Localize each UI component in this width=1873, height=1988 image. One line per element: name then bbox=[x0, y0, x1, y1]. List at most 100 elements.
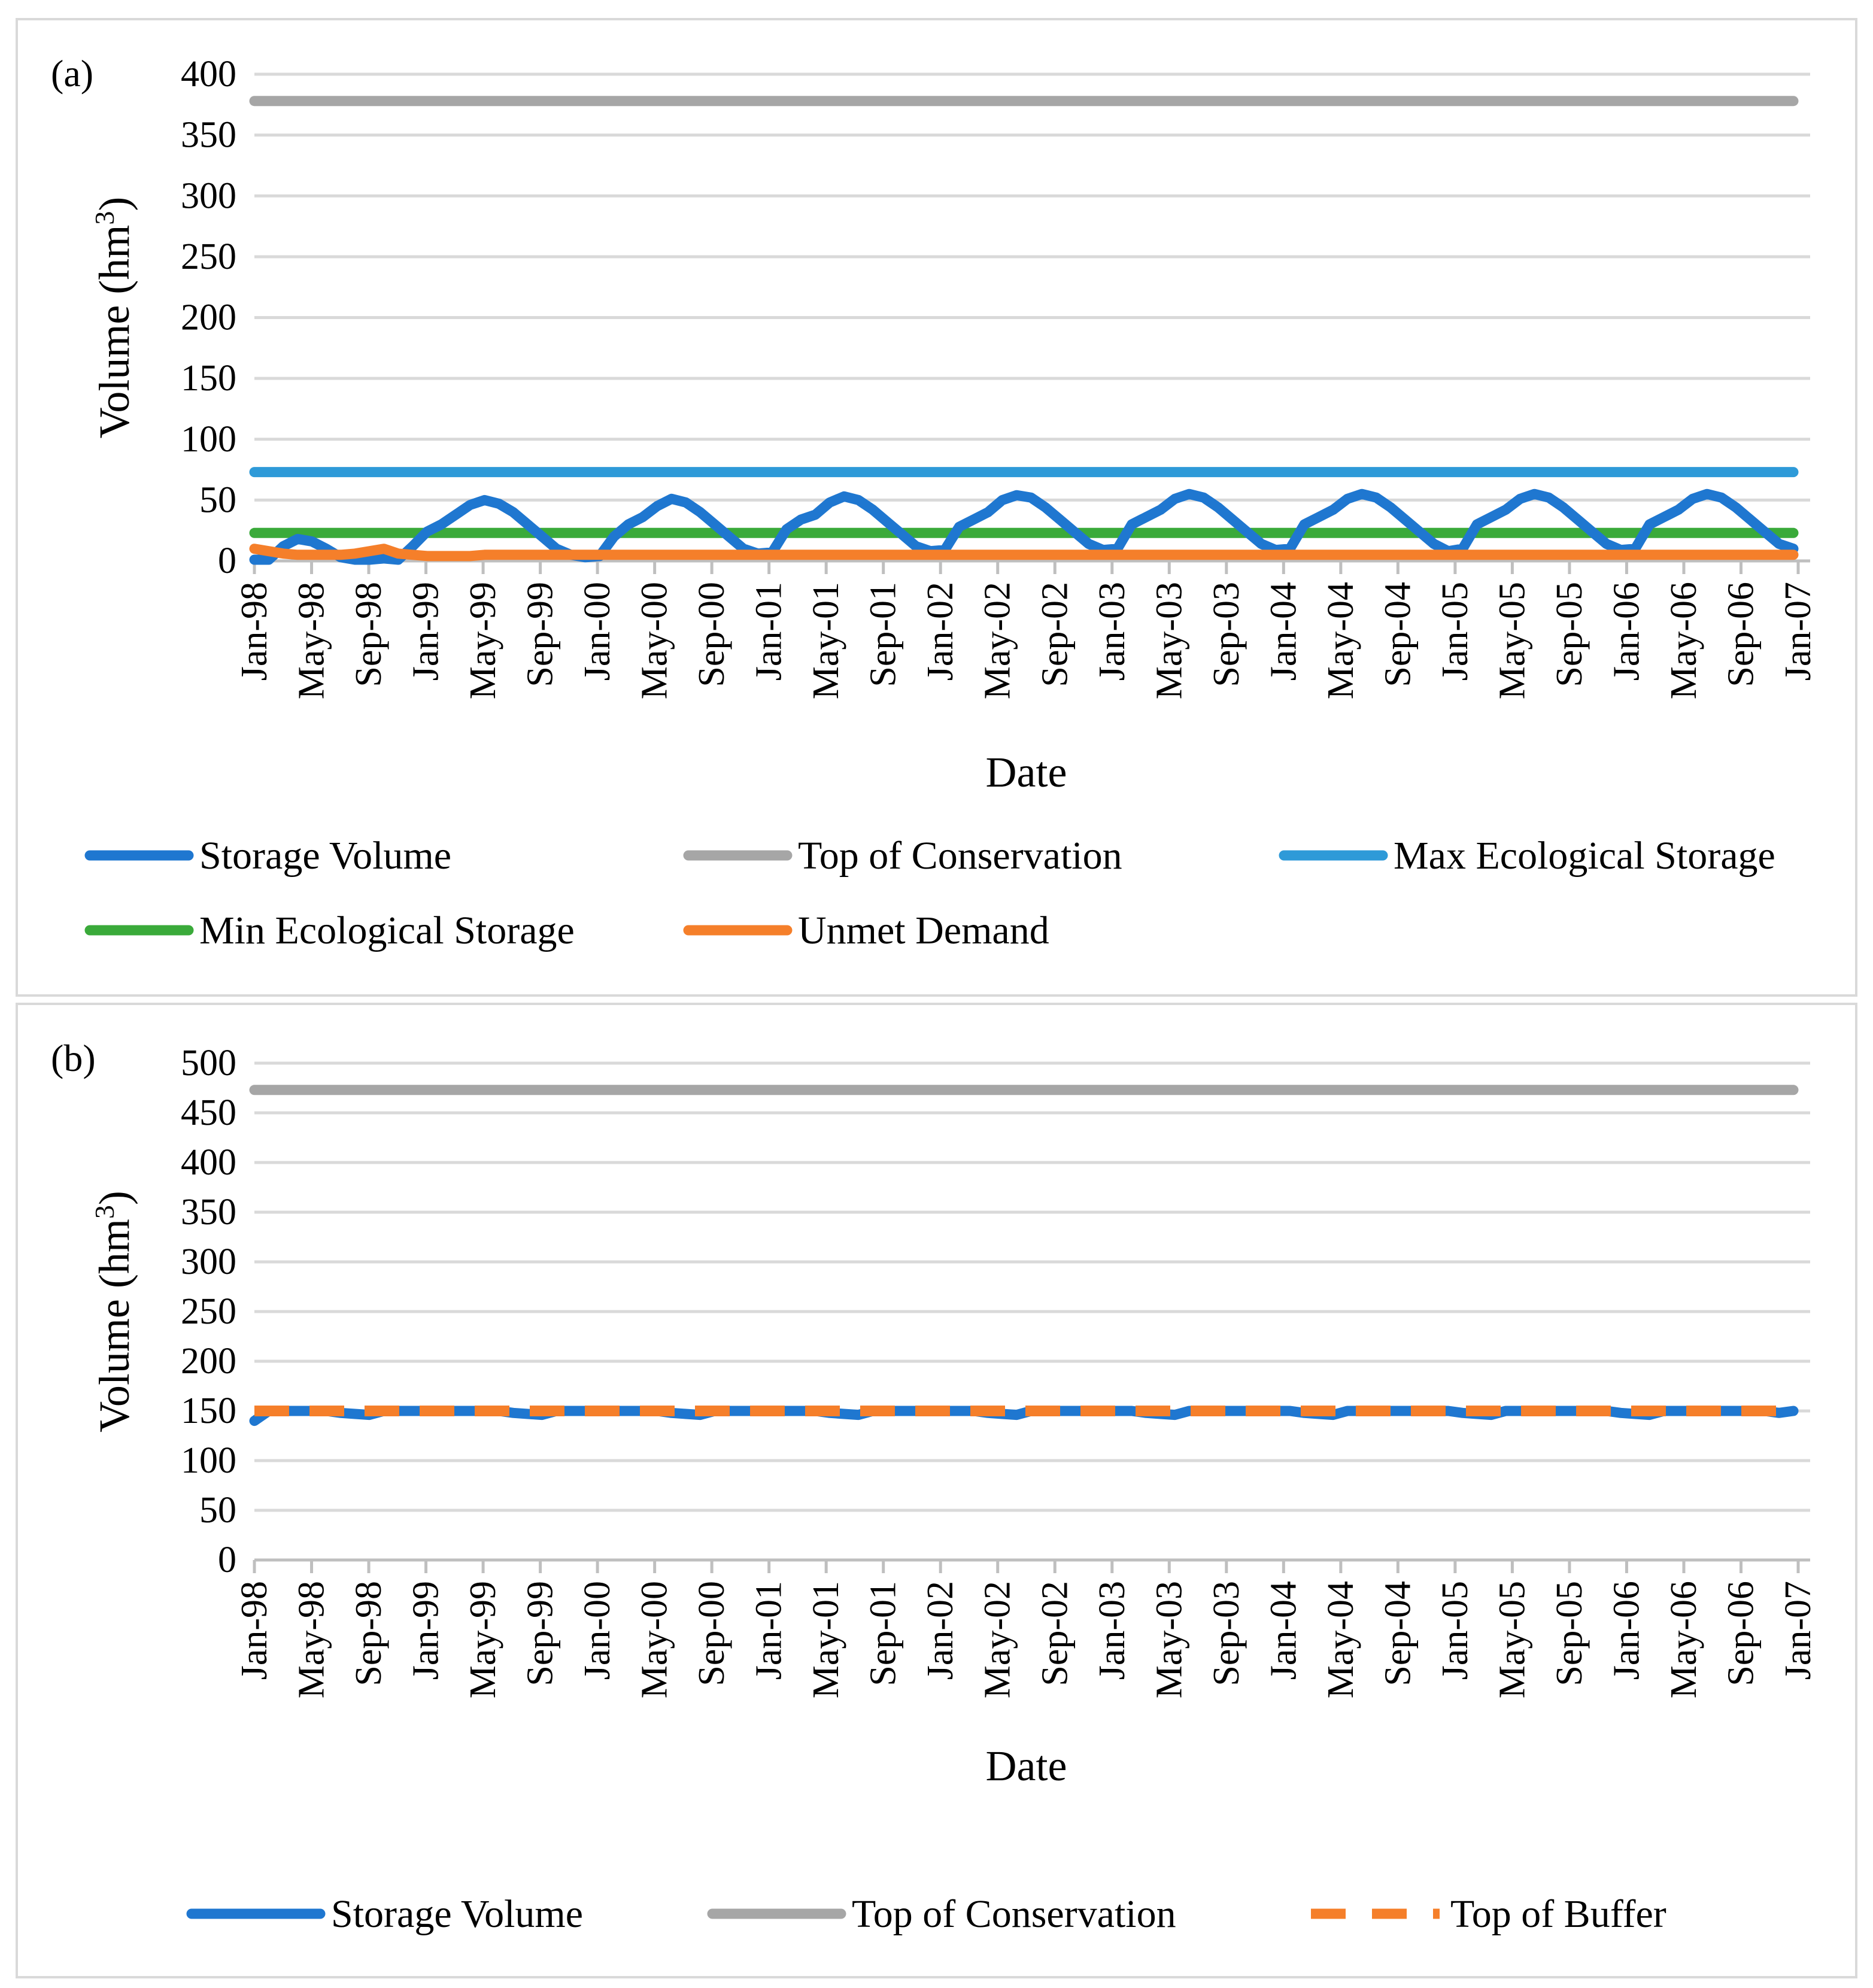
y-tick-label: 100 bbox=[181, 1440, 236, 1481]
x-tick-label: Sep-98 bbox=[348, 1581, 389, 1686]
y-tick-label: 0 bbox=[218, 541, 236, 581]
x-tick-label: May-06 bbox=[1663, 1581, 1704, 1698]
legend-entry: Unmet Demand bbox=[683, 909, 1049, 952]
x-tick-label: Sep-03 bbox=[1206, 1581, 1247, 1686]
legend-entry: Top of Buffer bbox=[1311, 1892, 1666, 1936]
y-axis-title: Volume (hm3) bbox=[89, 197, 139, 439]
panel-label: (a) bbox=[51, 52, 93, 95]
x-axis-title: Date bbox=[986, 1742, 1067, 1790]
legend-label: Top of Conservation bbox=[852, 1892, 1176, 1936]
x-tick-label: May-02 bbox=[978, 582, 1018, 699]
chart-panel-b: (b) 0 50 100 150 200 250 300 350 400 450 500 Jan-98 M… bbox=[16, 1003, 1857, 1978]
chart-a-svg: (a) 0 50 100 150 200 250 300 350 400 Jan-98 May-98 S… bbox=[51, 52, 1819, 952]
y-tick-label: 50 bbox=[199, 1490, 236, 1531]
x-tick-label: May-99 bbox=[463, 582, 503, 699]
x-tick-label: Sep-01 bbox=[863, 1581, 904, 1686]
y-tick-label: 200 bbox=[181, 1341, 236, 1382]
chart-b-svg: (b) 0 50 100 150 200 250 300 350 400 450 500 Jan-98 M… bbox=[51, 1037, 1819, 1936]
x-tick-label: Jan-02 bbox=[920, 582, 961, 681]
x-tick-label: Sep-00 bbox=[691, 1581, 732, 1686]
y-tick-label: 400 bbox=[181, 54, 236, 95]
x-tick-label: Sep-06 bbox=[1720, 582, 1761, 687]
x-tick-label: Jan-00 bbox=[577, 582, 618, 681]
legend-entry: Storage Volume bbox=[186, 1892, 583, 1936]
x-tick-label: May-01 bbox=[806, 582, 846, 699]
legend-label: Unmet Demand bbox=[798, 909, 1049, 952]
legend-entry: Storage Volume bbox=[84, 834, 451, 878]
x-tick-label: Sep-04 bbox=[1377, 582, 1418, 687]
x-tick-label: Sep-05 bbox=[1549, 582, 1590, 687]
x-axis-title: Date bbox=[986, 748, 1067, 796]
y-tick-label: 350 bbox=[181, 1192, 236, 1233]
x-tick-label: Jan-02 bbox=[920, 1581, 961, 1680]
x-tick-label: May-05 bbox=[1492, 1581, 1532, 1698]
y-tick-label: 100 bbox=[181, 419, 236, 460]
x-tick-label: Jan-99 bbox=[406, 1581, 447, 1680]
x-tick-label: May-98 bbox=[292, 1581, 332, 1698]
x-tick-label: Sep-04 bbox=[1377, 1581, 1418, 1686]
x-tick-label: May-05 bbox=[1492, 582, 1532, 699]
x-tick-label: May-03 bbox=[1149, 582, 1189, 699]
y-tick-label: 350 bbox=[181, 115, 236, 156]
x-tick-label: Jan-99 bbox=[406, 582, 447, 681]
x-tick-label: Jan-06 bbox=[1606, 1581, 1647, 1680]
legend-label: Top of Conservation bbox=[798, 834, 1122, 878]
y-tick-label: 200 bbox=[181, 298, 236, 338]
series-line-storage-volume bbox=[249, 488, 1799, 565]
x-tick-label: Jan-06 bbox=[1606, 582, 1647, 681]
x-tick-label: May-04 bbox=[1320, 582, 1361, 699]
x-tick-label: May-00 bbox=[635, 582, 675, 699]
y-tick-label: 150 bbox=[181, 1391, 236, 1431]
legend-label: Min Ecological Storage bbox=[199, 909, 575, 952]
legend-entry: Min Ecological Storage bbox=[84, 909, 575, 952]
x-tick-label: Sep-98 bbox=[348, 582, 389, 687]
x-tick-label: May-02 bbox=[978, 1581, 1018, 1698]
x-tick-label: Sep-99 bbox=[520, 582, 561, 687]
legend-label: Top of Buffer bbox=[1450, 1892, 1666, 1936]
series-line-unmet-demand bbox=[249, 544, 1799, 562]
legend-label: Storage Volume bbox=[199, 834, 451, 878]
y-tick-label: 300 bbox=[181, 175, 236, 216]
x-tick-label: May-04 bbox=[1320, 1581, 1361, 1698]
x-tick-label: Jan-07 bbox=[1778, 582, 1819, 681]
x-tick-label: Jan-01 bbox=[749, 582, 790, 681]
y-tick-label: 250 bbox=[181, 236, 236, 277]
x-tick-label: Sep-05 bbox=[1549, 1581, 1590, 1686]
panel-label: (b) bbox=[51, 1037, 96, 1079]
x-tick-label: Jan-07 bbox=[1778, 1581, 1819, 1680]
y-axis-title: Volume (hm3) bbox=[89, 1191, 139, 1432]
x-tick-label: Jan-05 bbox=[1435, 582, 1476, 681]
x-tick-label: May-99 bbox=[463, 1581, 503, 1698]
x-tick-label: Jan-03 bbox=[1092, 582, 1133, 681]
y-tick-label: 400 bbox=[181, 1142, 236, 1183]
x-tick-label: May-03 bbox=[1149, 1581, 1189, 1698]
y-tick-label: 150 bbox=[181, 358, 236, 399]
x-tick-label: Jan-98 bbox=[234, 1581, 275, 1680]
legend-label: Storage Volume bbox=[331, 1892, 583, 1936]
x-tick-label: Jan-01 bbox=[749, 1581, 790, 1680]
x-tick-label: May-98 bbox=[292, 582, 332, 699]
x-tick-label: Sep-03 bbox=[1206, 582, 1247, 687]
chart-panel-a: (a) 0 50 100 150 200 250 300 350 400 Jan-98 May-98 S… bbox=[16, 18, 1857, 997]
y-tick-label: 50 bbox=[199, 479, 236, 520]
x-tick-label: Jan-04 bbox=[1263, 1581, 1304, 1680]
x-tick-label: Sep-02 bbox=[1034, 1581, 1075, 1686]
legend-entry: Top of Conservation bbox=[707, 1892, 1176, 1936]
x-tick-label: Jan-98 bbox=[234, 582, 275, 681]
x-tick-label: May-00 bbox=[635, 1581, 675, 1698]
x-tick-label: Sep-02 bbox=[1034, 582, 1075, 687]
x-tick-label: Jan-05 bbox=[1435, 1581, 1476, 1680]
x-tick-label: Sep-99 bbox=[520, 1581, 561, 1686]
x-tick-label: Sep-00 bbox=[691, 582, 732, 687]
x-tick-label: May-06 bbox=[1663, 582, 1704, 699]
x-tick-label: Jan-00 bbox=[577, 1581, 618, 1680]
legend-entry: Top of Conservation bbox=[683, 834, 1122, 878]
legend-entry: Max Ecological Storage bbox=[1279, 834, 1775, 878]
legend-label: Max Ecological Storage bbox=[1394, 834, 1775, 878]
y-tick-label: 0 bbox=[218, 1540, 236, 1580]
x-tick-label: Jan-04 bbox=[1263, 582, 1304, 681]
x-tick-label: May-01 bbox=[806, 1581, 846, 1698]
x-tick-label: Jan-03 bbox=[1092, 1581, 1133, 1680]
x-tick-label: Sep-01 bbox=[863, 582, 904, 687]
x-tick-label: Sep-06 bbox=[1720, 1581, 1761, 1686]
